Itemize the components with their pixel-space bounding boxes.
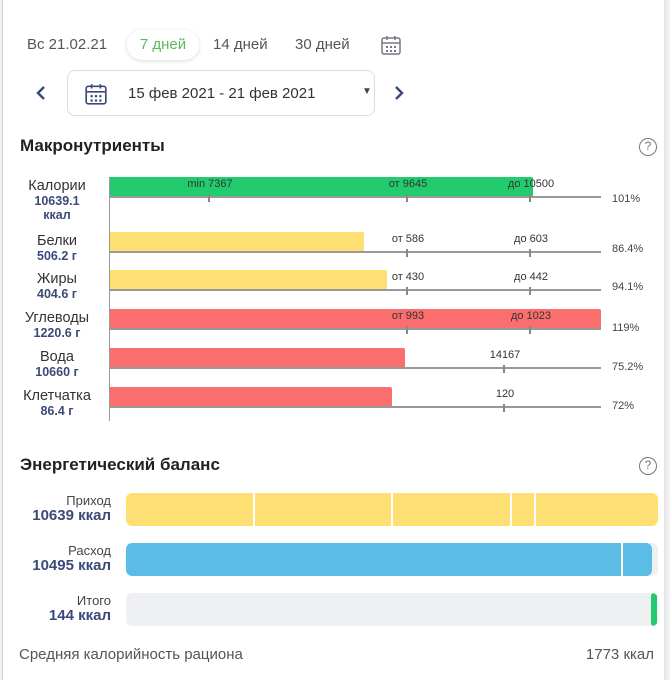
macro-bar	[110, 270, 387, 290]
macro-name: Калории	[28, 178, 86, 194]
period-30-days[interactable]: 30 дней	[295, 36, 350, 53]
macro-value: 86.4 г	[40, 404, 74, 418]
macro-bar	[110, 309, 601, 329]
energy-fill	[126, 543, 652, 576]
energy-label: Расход 10495 ккал	[32, 543, 111, 574]
prev-period-icon[interactable]	[35, 85, 47, 101]
macro-tick	[529, 194, 531, 202]
current-date: Вс 21.02.21	[27, 36, 108, 53]
macro-bar	[110, 177, 533, 197]
energy-bar	[126, 543, 658, 576]
period-14-days[interactable]: 14 дней	[213, 36, 268, 53]
date-range-text: 15 фев 2021 - 21 фев 2021	[128, 85, 316, 102]
dropdown-arrow-icon: ▼	[362, 86, 372, 97]
macro-percent: 101%	[612, 193, 641, 205]
macro-percent: 72%	[612, 400, 635, 412]
energy-value: 10495 ккал	[32, 557, 111, 574]
macro-baseline	[110, 367, 601, 369]
macro-label: Клетчатка 86.4 г	[12, 388, 102, 419]
date-range-picker[interactable]: 15 фев 2021 - 21 фев 2021 ▼	[67, 70, 375, 116]
macro-label: Калории 10639.1 ккал	[12, 178, 102, 223]
macro-name: Жиры	[37, 271, 77, 287]
energy-divider	[621, 543, 623, 576]
macro-tick-label: от 9645	[388, 178, 428, 190]
energy-name: Приход	[66, 493, 111, 508]
macro-name: Белки	[36, 233, 77, 249]
energy-title: Энергетический баланс	[20, 455, 220, 474]
macro-percent: 119%	[612, 322, 640, 334]
macro-tick-label: от 993	[391, 310, 425, 322]
macro-label: Белки 506.2 г	[12, 233, 102, 264]
macro-bar	[110, 232, 364, 252]
next-period-icon[interactable]	[393, 85, 405, 101]
energy-value: 10639 ккал	[32, 507, 111, 524]
energy-fill	[651, 593, 657, 626]
macro-tick-label: до 1023	[510, 310, 552, 322]
macro-tick	[503, 404, 505, 412]
macro-tick	[406, 249, 408, 257]
macro-value: 10660 г	[35, 365, 79, 379]
macro-value: 404.6 г	[37, 287, 77, 301]
macro-tick-label: до 10500	[507, 178, 555, 190]
macro-tick-label: от 430	[391, 271, 425, 283]
macro-name: Клетчатка	[23, 388, 91, 404]
macro-tick	[406, 287, 408, 295]
macro-percent: 75.2%	[612, 361, 644, 373]
avg-calories-label: Средняя калорийность рациона	[19, 646, 243, 663]
calendar-icon[interactable]	[380, 34, 402, 56]
macro-value: 10639.1	[34, 194, 80, 208]
energy-divider	[510, 493, 512, 526]
energy-name: Расход	[68, 543, 111, 558]
energy-label: Итого 144 ккал	[49, 593, 111, 624]
macro-label: Углеводы 1220.6 г	[12, 310, 102, 341]
energy-divider	[534, 493, 536, 526]
macro-value: 506.2 г	[37, 249, 77, 263]
macros-help-icon[interactable]: ?	[639, 138, 657, 156]
energy-name: Итого	[76, 593, 111, 608]
energy-bar	[126, 593, 658, 626]
macro-baseline	[110, 406, 601, 408]
chart-axis	[109, 177, 110, 421]
macro-baseline	[110, 196, 601, 198]
calendar-icon	[85, 84, 107, 105]
macro-baseline	[110, 251, 601, 253]
energy-value: 144 ккал	[48, 607, 111, 624]
avg-calories-value: 1773 ккал	[585, 646, 654, 663]
macro-tick-label: от 586	[391, 233, 425, 245]
macro-tick-label: 14167	[489, 349, 521, 361]
macro-bar	[110, 348, 405, 368]
macro-tick	[406, 194, 408, 202]
period-7-days[interactable]: 7 дней	[127, 30, 199, 60]
macro-tick	[503, 365, 505, 373]
macro-tick-label: min 7367	[187, 178, 233, 190]
macro-baseline	[110, 328, 601, 330]
macro-name: Углеводы	[24, 310, 90, 326]
macro-tick-label: до 442	[514, 271, 548, 283]
macro-tick-label: до 603	[514, 233, 548, 245]
macro-tick	[529, 287, 531, 295]
macro-label: Жиры 404.6 г	[12, 271, 102, 302]
energy-bar	[126, 493, 658, 526]
macro-name: Вода	[40, 349, 74, 365]
macro-label: Вода 10660 г	[12, 349, 102, 380]
macro-tick	[529, 326, 531, 334]
energy-divider	[391, 493, 393, 526]
energy-help-icon[interactable]: ?	[639, 457, 657, 475]
macros-title: Макронутриенты	[20, 136, 165, 155]
macro-baseline	[110, 289, 601, 291]
macro-tick	[208, 194, 210, 202]
macro-bar	[110, 387, 392, 407]
macro-unit: ккал	[43, 208, 71, 222]
energy-divider	[253, 493, 255, 526]
macro-value: 1220.6 г	[33, 326, 81, 340]
macro-tick	[406, 326, 408, 334]
macro-tick	[529, 249, 531, 257]
energy-label: Приход 10639 ккал	[32, 493, 111, 524]
macro-percent: 94.1%	[612, 281, 644, 293]
macro-percent: 86.4%	[612, 243, 644, 255]
macro-tick-label: 120	[495, 388, 515, 400]
